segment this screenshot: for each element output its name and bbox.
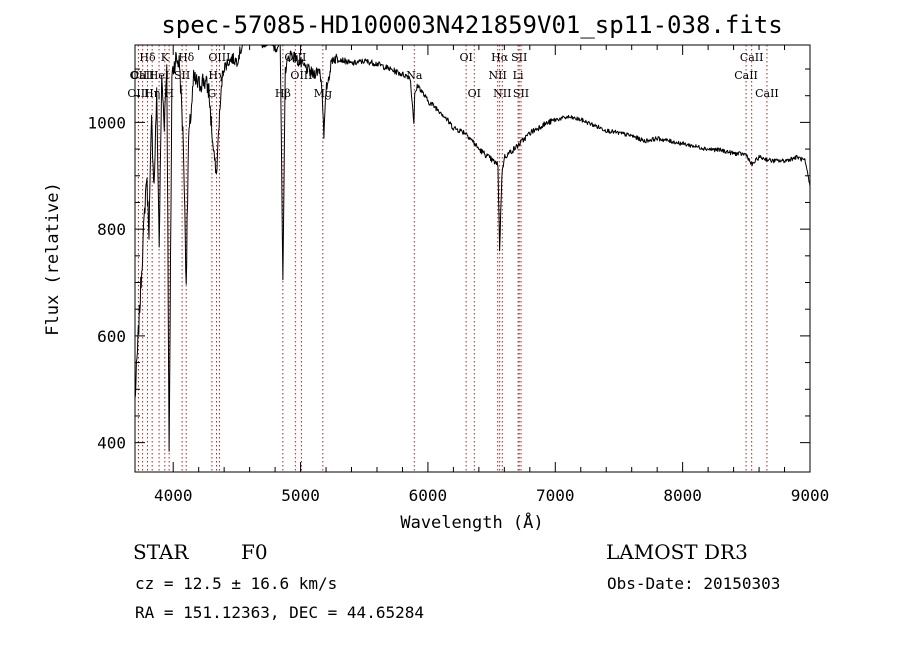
line-marker-label: OIII — [127, 87, 149, 100]
line-marker-label: Hγ — [208, 69, 225, 82]
y-tick-label: 1000 — [87, 113, 126, 132]
line-marker-label: NII — [493, 87, 511, 100]
spectrum-line — [134, 44, 811, 452]
line-marker-label: Hα — [491, 51, 509, 64]
line-marker-label: Hβ — [275, 87, 291, 100]
line-marker-label: Li — [513, 69, 524, 82]
line-marker-label: K — [161, 51, 170, 64]
y-tick-label: 600 — [97, 327, 126, 346]
line-marker-label: Hδ — [178, 51, 195, 64]
line-marker-label: Hη — [144, 87, 160, 100]
line-marker-label: CaII — [734, 69, 758, 82]
line-marker-label: CaII — [740, 51, 764, 64]
observation-date: Obs-Date: 20150303 — [607, 574, 781, 593]
line-marker-label: NII — [489, 69, 507, 82]
y-tick-label: 800 — [97, 220, 126, 239]
line-marker-label: Hδ — [139, 51, 156, 64]
chart-title: spec-57085-HD100003N421859V01_sp11-038.f… — [161, 11, 782, 39]
line-marker-label: OI — [468, 87, 481, 100]
plot-frame — [134, 44, 811, 473]
line-marker-label: SII — [511, 51, 527, 64]
x-axis-ticks: 4000 5000 6000 7000 8000 9000 — [154, 45, 829, 505]
x-tick-label: 5000 — [281, 486, 320, 505]
y-axis-ticks: 400 600 800 1000 — [87, 68, 810, 453]
y-tick-label: 400 — [97, 434, 126, 453]
x-tick-label: 7000 — [536, 486, 575, 505]
line-marker-label: SII — [513, 87, 529, 100]
line-marker-label: H — [164, 87, 174, 100]
object-class: STAR — [133, 540, 189, 564]
line-marker-label: SII — [174, 69, 190, 82]
x-tick-label: 6000 — [409, 486, 448, 505]
redshift-velocity: cz = 12.5 ± 16.6 km/s — [135, 574, 338, 593]
line-marker-label: OII — [130, 69, 148, 82]
line-marker-label: Mg — [314, 87, 332, 100]
y-axis-label: Flux (relative) — [43, 182, 63, 336]
coordinates: RA = 151.12363, DEC = 44.65284 — [135, 603, 424, 622]
x-tick-label: 4000 — [154, 486, 193, 505]
line-marker-label: CaII — [131, 69, 155, 82]
line-marker-label: G — [208, 87, 217, 100]
line-marker-label: CaII — [755, 87, 779, 100]
survey-name: LAMOST DR3 — [606, 540, 748, 564]
emission-line-markers — [137, 45, 768, 472]
line-marker-label: OI — [459, 51, 472, 64]
x-axis-label: Wavelength (Å) — [400, 511, 543, 533]
line-marker-label: OIII — [208, 51, 230, 64]
x-tick-label: 8000 — [663, 486, 702, 505]
x-tick-label: 9000 — [791, 486, 830, 505]
line-marker-label: Na — [406, 69, 423, 82]
line-marker-label: HeI — [149, 69, 169, 82]
object-subclass: F0 — [241, 540, 268, 564]
